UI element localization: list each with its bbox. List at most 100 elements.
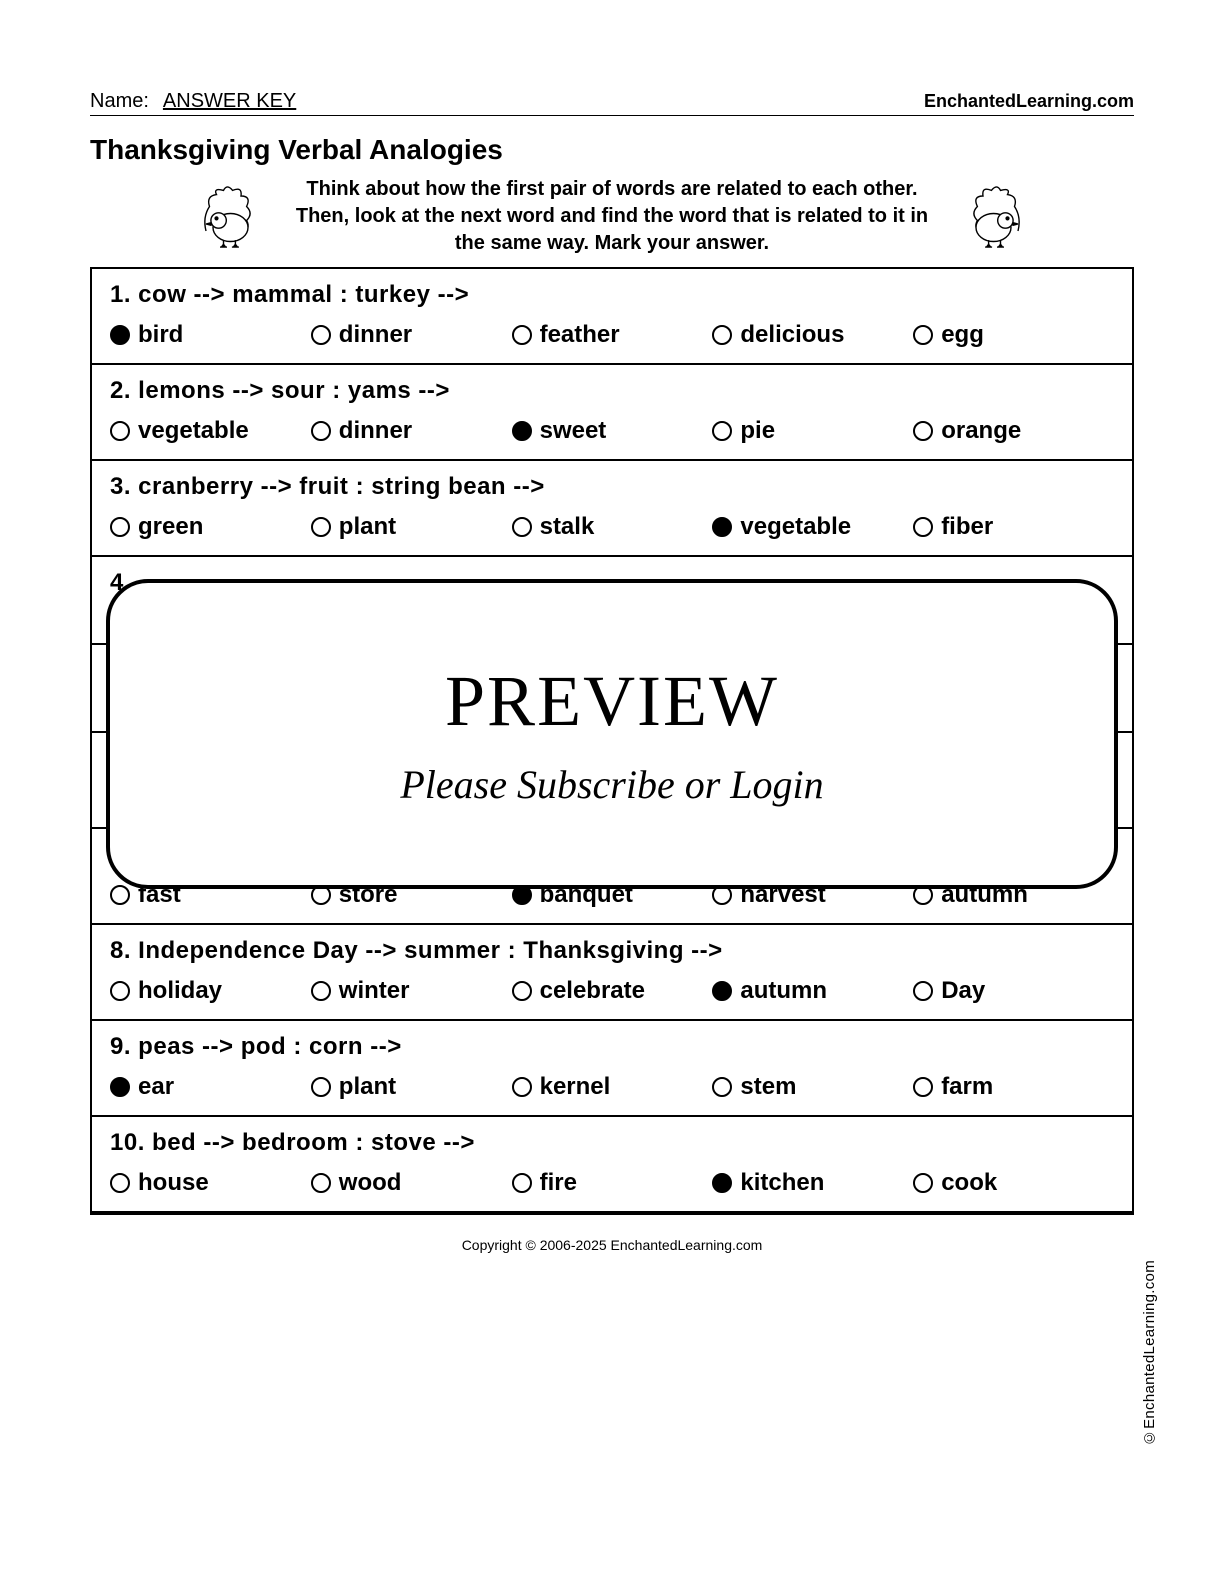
option-label: fiber <box>941 513 993 541</box>
footer-copyright: Copyright © 2006-2025 EnchantedLearning.… <box>90 1237 1134 1253</box>
question-prompt: 1. cow --> mammal : turkey --> <box>110 281 1114 309</box>
question-prompt: 9. peas --> pod : corn --> <box>110 1033 1114 1061</box>
option: farm <box>913 1073 1114 1101</box>
option-label: bird <box>138 321 183 349</box>
question-prompt: 2. lemons --> sour : yams --> <box>110 377 1114 405</box>
options-row: bird dinner feather delicious egg <box>110 321 1114 349</box>
bubble-icon <box>913 981 933 1001</box>
option: house <box>110 1169 311 1197</box>
options-row: ear plant kernel stem farm <box>110 1073 1114 1101</box>
turkey-icon <box>962 182 1032 252</box>
bubble-icon <box>311 517 331 537</box>
option-label: kitchen <box>740 1169 824 1197</box>
option: kitchen <box>712 1169 913 1197</box>
option: plant <box>311 513 512 541</box>
option-label: stalk <box>540 513 595 541</box>
bubble-icon <box>913 325 933 345</box>
preview-subtitle: Please Subscribe or Login <box>400 761 823 808</box>
bubble-icon <box>712 421 732 441</box>
option: pie <box>712 417 913 445</box>
instructions-row: Think about how the first pair of words … <box>90 176 1134 267</box>
option: bird <box>110 321 311 349</box>
option-label: egg <box>941 321 984 349</box>
bubble-icon <box>712 1077 732 1097</box>
worksheet-page: Name: ANSWER KEY EnchantedLearning.com T… <box>0 0 1224 1253</box>
question-3: 3. cranberry --> fruit : string bean -->… <box>92 461 1132 557</box>
bubble-icon <box>311 1077 331 1097</box>
option: stalk <box>512 513 713 541</box>
bubble-icon <box>712 325 732 345</box>
option: delicious <box>712 321 913 349</box>
bubble-icon <box>512 981 532 1001</box>
option: wood <box>311 1169 512 1197</box>
bubble-icon <box>110 1077 130 1097</box>
bubble-icon <box>913 1173 933 1193</box>
bubble-icon <box>110 421 130 441</box>
question-8: 8. Independence Day --> summer : Thanksg… <box>92 925 1132 1021</box>
option-label: sweet <box>540 417 607 445</box>
option: vegetable <box>712 513 913 541</box>
question-10: 10. bed --> bedroom : stove --> house wo… <box>92 1117 1132 1213</box>
option: stem <box>712 1073 913 1101</box>
instructions-text: Think about how the first pair of words … <box>282 176 942 257</box>
bubble-icon <box>110 325 130 345</box>
question-prompt: 8. Independence Day --> summer : Thanksg… <box>110 937 1114 965</box>
option: orange <box>913 417 1114 445</box>
bubble-icon <box>110 1173 130 1193</box>
option-label: vegetable <box>740 513 851 541</box>
bubble-icon <box>512 325 532 345</box>
option-label: feather <box>540 321 620 349</box>
bubble-icon <box>712 981 732 1001</box>
question-9: 9. peas --> pod : corn --> ear plant ker… <box>92 1021 1132 1117</box>
option: winter <box>311 977 512 1005</box>
bubble-icon <box>110 981 130 1001</box>
preview-title: PREVIEW <box>445 660 779 743</box>
bubble-icon <box>512 1173 532 1193</box>
page-title: Thanksgiving Verbal Analogies <box>90 134 1134 166</box>
worksheet-box: 1. cow --> mammal : turkey --> bird dinn… <box>90 267 1134 1215</box>
option-label: farm <box>941 1073 993 1101</box>
option-label: autumn <box>740 977 827 1005</box>
option-label: green <box>138 513 203 541</box>
option-label: pie <box>740 417 775 445</box>
name-label: Name: <box>90 90 149 113</box>
option-label: kernel <box>540 1073 611 1101</box>
option-label: house <box>138 1169 209 1197</box>
option: fire <box>512 1169 713 1197</box>
bubble-icon <box>712 1173 732 1193</box>
option: plant <box>311 1073 512 1101</box>
bubble-icon <box>913 517 933 537</box>
option-label: wood <box>339 1169 402 1197</box>
name-value: ANSWER KEY <box>163 90 296 113</box>
bubble-icon <box>913 421 933 441</box>
options-row: house wood fire kitchen cook <box>110 1169 1114 1197</box>
options-row: green plant stalk vegetable fiber <box>110 513 1114 541</box>
bubble-icon <box>512 1077 532 1097</box>
option: green <box>110 513 311 541</box>
option-label: plant <box>339 513 396 541</box>
question-2: 2. lemons --> sour : yams --> vegetable … <box>92 365 1132 461</box>
option-label: winter <box>339 977 410 1005</box>
site-label: EnchantedLearning.com <box>924 91 1134 112</box>
option-label: celebrate <box>540 977 645 1005</box>
question-prompt: 10. bed --> bedroom : stove --> <box>110 1129 1114 1157</box>
option: sweet <box>512 417 713 445</box>
option: dinner <box>311 417 512 445</box>
bubble-icon <box>311 981 331 1001</box>
turkey-icon <box>192 182 262 252</box>
option-label: stem <box>740 1073 796 1101</box>
bubble-icon <box>512 421 532 441</box>
option-label: ear <box>138 1073 174 1101</box>
option: ear <box>110 1073 311 1101</box>
option-label: delicious <box>740 321 844 349</box>
option: kernel <box>512 1073 713 1101</box>
bubble-icon <box>913 1077 933 1097</box>
option-label: vegetable <box>138 417 249 445</box>
option: cook <box>913 1169 1114 1197</box>
option: dinner <box>311 321 512 349</box>
option-label: cook <box>941 1169 997 1197</box>
option: feather <box>512 321 713 349</box>
header-row: Name: ANSWER KEY EnchantedLearning.com <box>90 90 1134 116</box>
option-label: dinner <box>339 417 412 445</box>
option-label: dinner <box>339 321 412 349</box>
